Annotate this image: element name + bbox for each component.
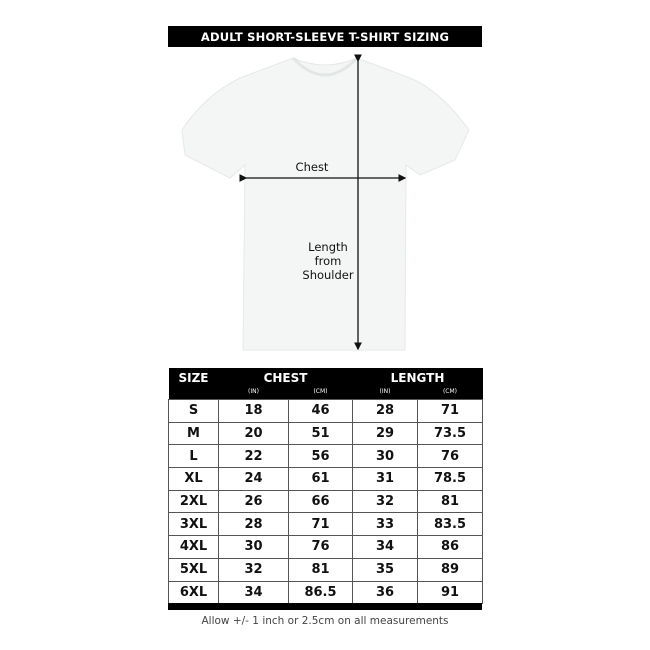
cell-size: M [168, 421, 219, 446]
cell-size: 3XL [168, 512, 219, 537]
cell-length-in: 35 [352, 557, 418, 582]
cell-chest-cm: 56 [288, 444, 353, 469]
length-label-line: from [314, 254, 342, 268]
cell-chest-cm: 71 [288, 512, 353, 537]
cell-length-cm: 86 [416, 535, 484, 559]
cell-size: 4XL [168, 535, 219, 559]
cell-chest-in: 24 [218, 467, 289, 491]
measurement-note: Allow +/- 1 inch or 2.5cm on all measure… [201, 615, 449, 627]
cell-length-cm: 81 [416, 489, 484, 514]
header-unit-cm: (CM) [417, 388, 483, 400]
cell-length-in: 31 [352, 467, 418, 491]
cell-length-cm: 83.5 [416, 512, 484, 537]
cell-chest-in: 30 [218, 535, 289, 559]
table-row: L 22 56 30 76 [168, 444, 484, 469]
cell-length-cm: 73.5 [416, 421, 484, 446]
cell-chest-in: 20 [218, 421, 289, 446]
table-row: XL 24 61 31 78.5 [168, 467, 484, 491]
cell-size: S [168, 399, 219, 423]
table-row: M 20 51 29 73.5 [168, 421, 484, 446]
cell-chest-in: 26 [218, 489, 289, 514]
cell-chest-in: 28 [218, 512, 289, 537]
header-unit-in: (IN) [352, 388, 418, 400]
cell-chest-cm: 46 [288, 399, 353, 423]
header-unit-in: (IN) [218, 388, 289, 400]
length-label-line: Shoulder [302, 268, 354, 282]
header-chest: CHEST [218, 368, 353, 388]
header-size: SIZE [168, 368, 219, 388]
cell-length-in: 34 [352, 535, 418, 559]
cell-chest-in: 32 [218, 557, 289, 582]
table-row: 5XL 32 81 35 89 [168, 557, 484, 582]
table-footer-bar [168, 603, 482, 610]
tshirt-shape [181, 57, 470, 351]
cell-length-cm: 89 [416, 557, 484, 582]
cell-chest-in: 22 [218, 444, 289, 469]
cell-chest-cm: 51 [288, 421, 353, 446]
header-unit-cm: (CM) [288, 388, 353, 400]
cell-chest-in: 18 [218, 399, 289, 423]
table-row: 6XL 34 86.5 36 91 [168, 580, 484, 605]
cell-length-in: 33 [352, 512, 418, 537]
length-label-line: Length [308, 240, 348, 254]
table-row: 4XL 30 76 34 86 [168, 535, 484, 559]
cell-chest-cm: 86.5 [288, 580, 353, 605]
cell-chest-cm: 66 [288, 489, 353, 514]
cell-length-in: 28 [352, 399, 418, 423]
chest-label: Chest [295, 160, 329, 174]
cell-chest-cm: 61 [288, 467, 353, 491]
cell-chest-in: 34 [218, 580, 289, 605]
length-label: Length from Shoulder [298, 240, 358, 282]
cell-size: 6XL [168, 580, 219, 605]
cell-length-in: 30 [352, 444, 418, 469]
cell-length-cm: 71 [416, 399, 484, 423]
tshirt-diagram [181, 54, 470, 351]
cell-length-in: 32 [352, 489, 418, 514]
cell-chest-cm: 81 [288, 557, 353, 582]
cell-length-cm: 91 [416, 580, 484, 605]
cell-length-in: 29 [352, 421, 418, 446]
table-row: 2XL 26 66 32 81 [168, 489, 484, 514]
header-blank [168, 388, 219, 400]
cell-length-cm: 76 [416, 444, 484, 469]
header-length: LENGTH [352, 368, 483, 388]
cell-length-in: 36 [352, 580, 418, 605]
cell-size: L [168, 444, 219, 469]
cell-size: 2XL [168, 489, 219, 514]
cell-length-cm: 78.5 [416, 467, 484, 491]
chart-title: ADULT SHORT-SLEEVE T-SHIRT SIZING [168, 26, 482, 47]
cell-size: 5XL [168, 557, 219, 582]
cell-size: XL [168, 467, 219, 491]
table-row: S 18 46 28 71 [168, 399, 484, 423]
cell-chest-cm: 76 [288, 535, 353, 559]
table-row: 3XL 28 71 33 83.5 [168, 512, 484, 537]
